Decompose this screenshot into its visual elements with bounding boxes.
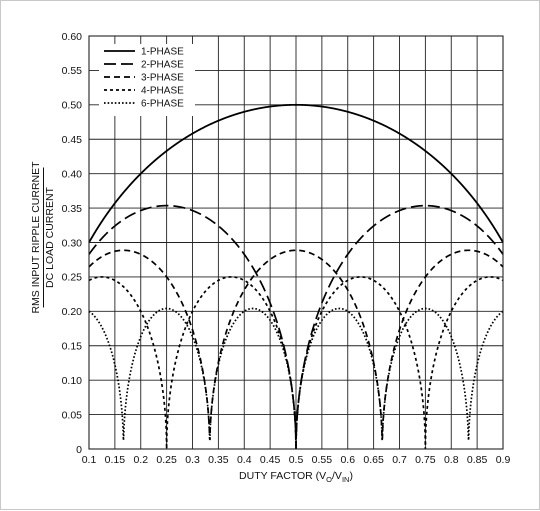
x-tick-label: 0.2 [133, 454, 148, 466]
x-tick-label: 0.45 [260, 454, 281, 466]
y-tick-label: 0.50 [62, 100, 83, 112]
legend: 1-PHASE 2-PHASE 3-PHASE 4-PHASE 6-PHASE [99, 44, 195, 116]
y-tick-label: 0.60 [62, 31, 83, 43]
x-tick-label: 0.9 [496, 454, 511, 466]
x-tick-label: 0.25 [156, 454, 177, 466]
y-axis-title-denominator: DC LOAD CURRENT [44, 186, 56, 288]
x-tick-label: 0.85 [467, 454, 488, 466]
y-tick-label: 0.15 [62, 341, 83, 353]
legend-label: 1-PHASE [141, 47, 184, 58]
y-tick-label: 0.40 [62, 168, 83, 180]
x-tick-label: 0.15 [105, 454, 126, 466]
x-tick-label: 0.6 [340, 454, 355, 466]
x-axis-title: DUTY FACTOR (VO/VIN) [239, 470, 353, 484]
legend-label: 2-PHASE [141, 60, 184, 71]
y-tick-label: 0.25 [62, 272, 83, 284]
x-tick-label: 0.4 [237, 454, 252, 466]
y-tick-label: 0.30 [62, 237, 83, 249]
y-tick-label: 0.35 [62, 203, 83, 215]
legend-background [99, 44, 195, 116]
x-tick-label: 0.3 [185, 454, 200, 466]
y-axis-title-numerator: RMS INPUT RIPPLE CURRNET [30, 161, 42, 314]
x-tick-label: 0.35 [208, 454, 229, 466]
y-tick-label: 0.45 [62, 134, 83, 146]
x-tick-label: 0.55 [312, 454, 333, 466]
plot-border [88, 35, 504, 450]
legend-label: 4-PHASE [141, 86, 184, 97]
y-axis-title: RMS INPUT RIPPLE CURRNET DC LOAD CURRENT [30, 161, 56, 314]
series-line-3-phase [88, 249, 504, 441]
legend-label: 6-PHASE [141, 99, 184, 110]
legend-label: 3-PHASE [141, 73, 184, 84]
series-line-1-phase [88, 103, 504, 243]
y-tick-label: 0 [76, 444, 82, 456]
y-tick-label: 0.55 [62, 65, 83, 77]
x-tick-label: 0.65 [363, 454, 384, 466]
x-tick-label: 0.1 [82, 454, 97, 466]
x-tick-label: 0.7 [392, 454, 407, 466]
x-tick-label: 0.5 [289, 454, 304, 466]
x-tick-label: 0.75 [415, 454, 436, 466]
y-tick-label: 0.10 [62, 375, 83, 387]
tick-labels: 0.1 0.15 0.2 0.25 0.3 0.35 0.4 0.45 0.5 0.55 0.6 0.… [62, 31, 511, 466]
y-tick-label: 0.20 [62, 306, 83, 318]
x-tick-label: 0.8 [444, 454, 459, 466]
y-tick-label: 0.05 [62, 409, 83, 421]
